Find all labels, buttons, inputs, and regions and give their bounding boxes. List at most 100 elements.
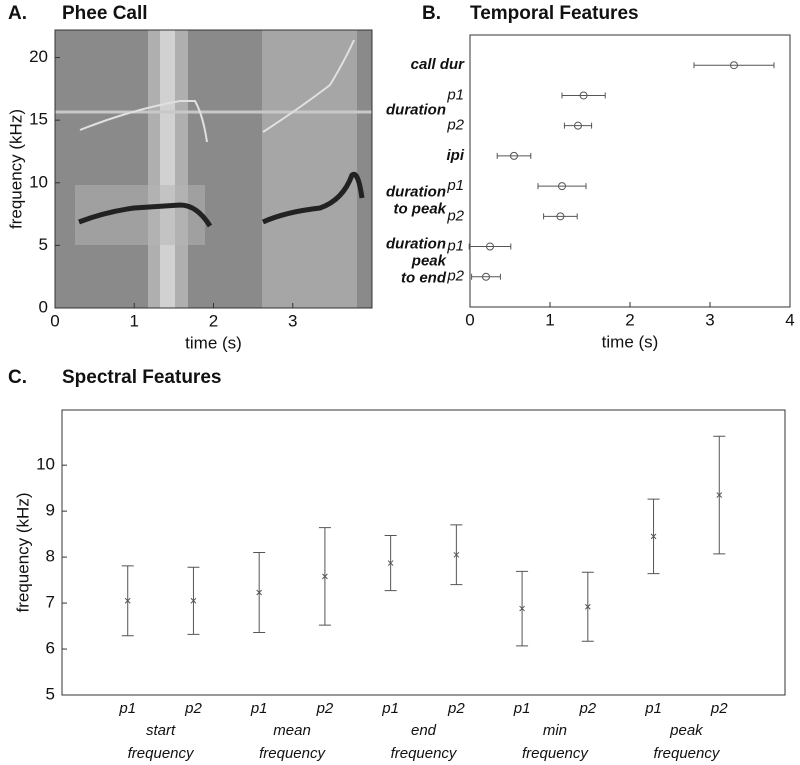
category-label: p1 [446, 86, 464, 103]
category-label: p1 [446, 238, 464, 255]
marker [584, 603, 591, 610]
y-tick-label: 20 [29, 47, 48, 66]
y-tick-label: 6 [46, 639, 55, 658]
category-label: p2 [316, 700, 334, 717]
marker [519, 605, 525, 612]
y-tick-label: 9 [46, 501, 55, 520]
group-label: frequency [391, 745, 458, 762]
category-label: p1 [118, 700, 136, 717]
y-tick-label: 5 [39, 235, 48, 254]
marker [453, 551, 460, 558]
category-label: call dur [411, 56, 466, 73]
group-label: to end [401, 270, 447, 287]
category-label: p1 [644, 700, 662, 717]
y-tick-label: 5 [46, 684, 55, 703]
category-label: p1 [446, 177, 464, 194]
panel-title: Temporal Features [470, 3, 639, 24]
x-axis-label: time (s) [185, 333, 242, 352]
category-label: ipi [447, 147, 465, 164]
group-label: duration [386, 184, 446, 201]
noise-band [262, 30, 357, 308]
x-tick-label: 1 [130, 311, 139, 330]
panel-title: Phee Call [62, 3, 148, 24]
group-label: peak [411, 253, 447, 270]
marker [387, 560, 394, 566]
error-bar [537, 183, 587, 190]
y-axis-label: frequency (kHz) [6, 109, 25, 229]
group-label: min [543, 722, 567, 739]
fundamental [78, 202, 213, 228]
x-tick-label: 0 [50, 311, 59, 330]
category-label: p2 [446, 268, 464, 285]
error-bar [561, 92, 606, 99]
axes-frame [61, 409, 786, 696]
y-tick-label: 10 [29, 172, 48, 191]
category-label: p2 [710, 700, 728, 717]
group-label: frequency [128, 745, 195, 762]
x-tick-label: 2 [209, 311, 218, 330]
harmonic [79, 100, 208, 143]
x-tick-label: 4 [785, 310, 794, 329]
group-label: duration [386, 236, 446, 253]
y-tick-label: 7 [46, 593, 55, 612]
marker [579, 91, 588, 100]
panel-label: A. [8, 3, 27, 24]
marker [510, 151, 518, 160]
marker [650, 533, 657, 540]
category-label: p2 [578, 700, 596, 717]
category-label: p1 [381, 700, 399, 717]
group-label: frequency [653, 745, 720, 762]
category-label: p2 [184, 700, 202, 717]
panel-title: Spectral Features [62, 367, 221, 388]
error-bar [496, 152, 532, 159]
y-tick-label: 0 [39, 297, 48, 316]
group-label: mean [273, 722, 311, 739]
y-tick-label: 10 [36, 455, 55, 474]
category-label: p1 [513, 700, 531, 717]
group-label: to peak [393, 201, 446, 218]
y-axis-label: frequency (kHz) [13, 493, 32, 613]
marker [574, 121, 582, 130]
error-bar [468, 243, 512, 250]
error-bar [543, 213, 578, 220]
marker [322, 573, 328, 580]
marker [558, 182, 566, 191]
x-tick-label: 2 [625, 310, 634, 329]
fundamental [261, 171, 365, 225]
group-label: duration [386, 102, 446, 119]
panel-label: B. [422, 3, 441, 24]
category-label: p2 [446, 117, 464, 134]
panel-label: C. [8, 367, 27, 388]
noise-band [160, 30, 175, 308]
x-tick-label: 3 [705, 310, 714, 329]
error-bar [693, 62, 775, 69]
marker [486, 242, 494, 251]
category-label: p1 [250, 700, 268, 717]
axes-frame [469, 34, 791, 308]
group-label: frequency [522, 745, 589, 762]
x-tick-label: 1 [545, 310, 554, 329]
group-label: start [146, 722, 176, 739]
harmonic [262, 39, 355, 133]
spectrogram-image [55, 30, 372, 308]
group-label: end [411, 722, 437, 739]
y-tick-label: 8 [46, 547, 55, 566]
x-axis-label: time (s) [602, 332, 659, 351]
marker [190, 597, 197, 604]
error-bar [471, 273, 501, 280]
x-tick-label: 3 [288, 311, 297, 330]
x-tick-label: 0 [465, 310, 474, 329]
group-label: peak [669, 722, 704, 739]
marker [730, 61, 738, 70]
marker [482, 272, 490, 281]
y-tick-label: 15 [29, 110, 48, 129]
marker [124, 597, 131, 604]
marker [556, 212, 565, 221]
category-label: p2 [446, 207, 464, 224]
marker [256, 589, 263, 596]
marker [716, 492, 723, 498]
category-label: p2 [447, 700, 465, 717]
error-bar [563, 122, 593, 129]
group-label: frequency [259, 745, 326, 762]
